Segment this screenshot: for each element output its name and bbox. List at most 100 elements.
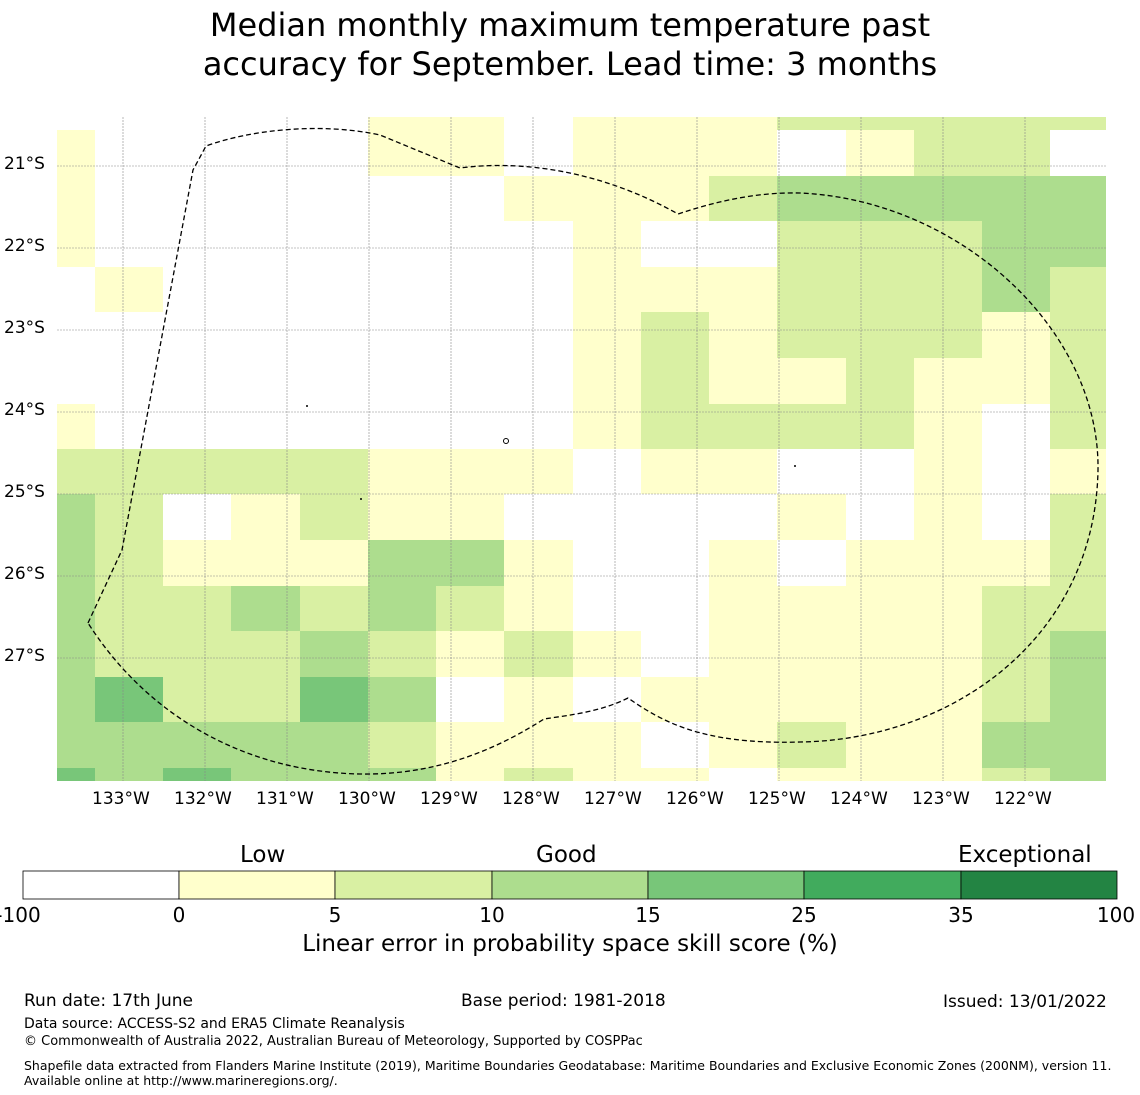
skill-cell <box>231 586 300 631</box>
colorbar-segment <box>647 870 805 900</box>
skill-cell <box>641 117 709 130</box>
skill-cell <box>368 449 436 494</box>
skill-cell <box>368 768 436 781</box>
skill-cell <box>982 586 1050 631</box>
skill-cell <box>641 358 709 404</box>
skill-cell <box>504 722 573 768</box>
island-marker <box>503 438 509 444</box>
skill-cell <box>436 540 504 586</box>
skill-cell <box>1050 358 1106 404</box>
skill-cell <box>709 586 777 631</box>
skill-cell <box>914 404 982 449</box>
colorbar-segment <box>491 870 649 900</box>
lon-label: 131°W <box>256 789 314 809</box>
skill-cell <box>914 267 982 312</box>
lat-label: 27°S <box>4 646 45 666</box>
skill-cell <box>504 586 573 631</box>
skill-cell <box>231 722 300 768</box>
skill-cell <box>982 358 1050 404</box>
data-source: Data source: ACCESS-S2 and ERA5 Climate … <box>24 1016 405 1032</box>
skill-cell <box>914 130 982 176</box>
lon-label: 133°W <box>92 789 150 809</box>
skill-cell <box>982 312 1050 358</box>
skill-cell <box>95 631 163 677</box>
skill-cell <box>95 677 163 722</box>
lon-label: 127°W <box>584 789 642 809</box>
skill-cell <box>982 677 1050 722</box>
skill-cell <box>231 631 300 677</box>
lat-label: 23°S <box>4 318 45 338</box>
skill-cell <box>846 267 914 312</box>
skill-cell <box>982 221 1050 267</box>
skill-cell <box>777 768 846 781</box>
skill-cell <box>368 540 436 586</box>
skill-cell <box>1050 586 1106 631</box>
skill-cell <box>573 117 641 130</box>
colorbar-tick: 25 <box>791 903 817 927</box>
skill-cell <box>573 221 641 267</box>
skill-cell <box>57 586 95 631</box>
lat-label: 21°S <box>4 154 45 174</box>
skill-cell <box>1050 176 1106 221</box>
skill-cell <box>914 540 982 586</box>
skill-cell <box>436 722 504 768</box>
colorbar-segment <box>803 870 962 900</box>
lat-label: 25°S <box>4 482 45 502</box>
skill-cell <box>641 404 709 449</box>
skill-cell <box>777 586 846 631</box>
skill-cell <box>231 494 300 540</box>
colorbar-tick: 5 <box>328 903 342 927</box>
skill-grid <box>57 117 1106 781</box>
skill-cell <box>777 358 846 404</box>
skill-cell <box>504 176 573 221</box>
skill-cell <box>914 117 982 130</box>
skill-cell <box>95 722 163 768</box>
skill-cell <box>777 631 846 677</box>
skill-cell <box>231 449 300 494</box>
skill-cell <box>1050 221 1106 267</box>
lon-label: 132°W <box>174 789 232 809</box>
skill-cell <box>57 176 95 221</box>
skill-cell <box>57 631 95 677</box>
colorbar-title: Linear error in probability space skill … <box>302 931 838 957</box>
shapefile-credit: Shapefile data extracted from Flanders M… <box>24 1058 1112 1088</box>
skill-cell <box>709 404 777 449</box>
skill-cell <box>846 404 914 449</box>
skill-cell <box>300 449 368 494</box>
skill-cell <box>573 722 641 768</box>
skill-cell <box>641 768 709 781</box>
skill-cell <box>1050 494 1106 540</box>
skill-cell <box>1050 768 1106 781</box>
skill-cell <box>57 677 95 722</box>
skill-cell <box>846 358 914 404</box>
skill-cell <box>982 176 1050 221</box>
skill-cell <box>95 586 163 631</box>
skill-cell <box>231 677 300 722</box>
skill-cell <box>163 768 231 781</box>
skill-cell <box>57 130 95 176</box>
skill-cell <box>709 117 777 130</box>
skill-cell <box>709 677 777 722</box>
skill-cell <box>300 586 368 631</box>
skill-cell <box>573 312 641 358</box>
skill-cell <box>436 130 504 176</box>
island-marker <box>794 465 796 467</box>
skill-cell <box>641 267 709 312</box>
skill-cell <box>95 494 163 540</box>
map-title: Median monthly maximum temperature past … <box>0 6 1140 84</box>
skill-cell <box>914 176 982 221</box>
skill-cell <box>231 768 300 781</box>
skill-cell <box>231 540 300 586</box>
skill-cell <box>846 722 914 768</box>
skill-cell <box>57 404 95 449</box>
skill-cell <box>163 449 231 494</box>
skill-cell <box>982 117 1050 130</box>
title-line-2: accuracy for September. Lead time: 3 mon… <box>202 45 938 83</box>
skill-cell <box>300 540 368 586</box>
skill-cell <box>368 130 436 176</box>
colorbar-category-exceptional: Exceptional <box>958 842 1092 868</box>
skill-cell <box>1050 117 1106 130</box>
skill-cell <box>1050 677 1106 722</box>
lon-label: 122°W <box>994 789 1052 809</box>
skill-cell <box>300 631 368 677</box>
